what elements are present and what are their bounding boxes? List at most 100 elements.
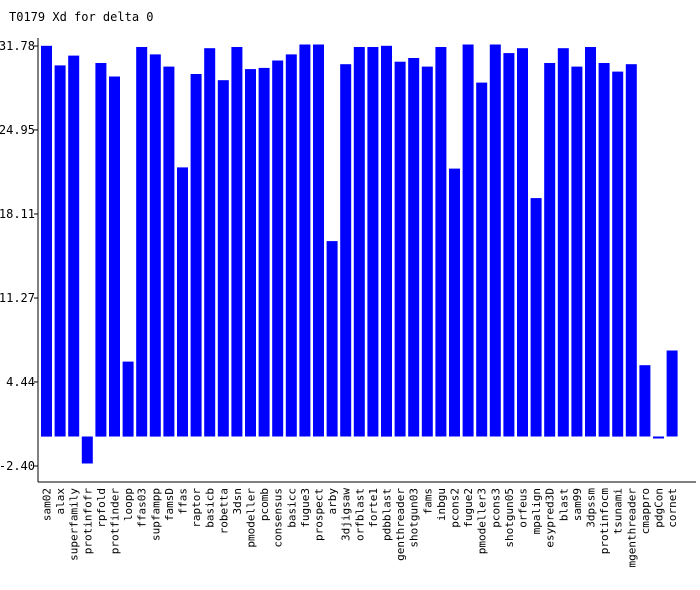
bar	[258, 67, 270, 437]
x-category-label: pdgCon	[653, 488, 666, 528]
y-tick-label: 11.27	[0, 291, 35, 305]
x-category-label: fams	[421, 488, 434, 515]
y-tick-label: -2.40	[0, 459, 35, 473]
y-tick-label: 31.78	[0, 39, 35, 53]
bar	[625, 64, 637, 437]
x-category-label: protinfocm	[598, 488, 611, 555]
x-category-label: ffas03	[136, 488, 149, 528]
x-category-label: blast	[557, 488, 570, 521]
x-category-label: cmappro	[639, 488, 652, 534]
bar	[163, 66, 175, 437]
bar	[530, 198, 542, 437]
bar	[54, 65, 66, 437]
chart-title: T0179 Xd for delta 0	[9, 10, 154, 24]
bar	[149, 54, 161, 437]
bar	[204, 48, 216, 437]
x-category-label: 3dpssm	[585, 488, 598, 528]
x-category-label: mpalign	[530, 488, 543, 534]
x-category-label: pcons2	[449, 488, 462, 528]
bar	[367, 47, 379, 437]
bar	[81, 436, 93, 464]
x-category-label: fugue3	[299, 488, 312, 528]
bar	[217, 80, 229, 437]
x-category-label: tsunami	[612, 488, 625, 534]
y-tick-label: 24.95	[0, 123, 35, 137]
x-category-label: genthreader	[394, 488, 407, 561]
x-category-label: superfamily	[68, 488, 81, 561]
x-category-label: shotgun03	[408, 488, 421, 548]
x-category-label: esypred3D	[544, 488, 557, 548]
x-category-label: 3djigsaw	[340, 488, 353, 541]
x-category-label: sam02	[41, 488, 54, 521]
y-tick-label: 18.11	[0, 207, 35, 221]
bars	[41, 44, 678, 464]
bar	[68, 55, 80, 437]
bar	[190, 74, 202, 437]
x-category-label: pcons3	[489, 488, 502, 528]
x-category-label: famsD	[163, 488, 176, 521]
x-category-label: inbgu	[435, 488, 448, 521]
bar	[585, 47, 596, 437]
bar	[489, 44, 501, 437]
bar	[231, 47, 243, 437]
x-category-label: pmodeller3	[476, 488, 489, 554]
x-category-label: protinfofr	[81, 488, 94, 555]
x-category-label: orfblast	[353, 488, 366, 541]
bar	[476, 82, 488, 437]
x-category-label: arby	[326, 488, 339, 515]
x-category-label: pmodeller	[245, 488, 258, 548]
bar	[299, 44, 311, 437]
x-category-label: supfampp	[149, 488, 162, 541]
x-category-label: basicc	[285, 488, 298, 528]
x-category-label: forte1	[367, 488, 380, 528]
x-category-label: prospect	[313, 488, 326, 541]
x-category-label: orfeus	[517, 488, 530, 528]
bar	[571, 66, 583, 437]
bar	[544, 63, 556, 437]
bar	[340, 64, 352, 437]
x-category-label: basicb	[204, 488, 217, 528]
x-category-label: robetta	[217, 488, 230, 534]
bar	[653, 436, 664, 439]
bar	[177, 167, 188, 437]
bar	[122, 361, 134, 437]
bar	[639, 365, 651, 437]
bar	[285, 54, 297, 437]
bar	[435, 47, 447, 437]
bar	[381, 45, 392, 437]
y-tick-label: 4.44	[6, 375, 35, 389]
x-category-label: shotgun05	[503, 488, 516, 548]
bar	[598, 63, 610, 437]
x-category-label: pdbblast	[381, 488, 394, 541]
bar	[666, 350, 678, 437]
bar	[136, 47, 148, 437]
bar	[41, 45, 52, 437]
bar	[245, 69, 256, 437]
bar	[109, 76, 120, 437]
bar	[408, 58, 420, 437]
x-category-label: ffas	[177, 488, 190, 515]
y-axis-ticks: 31.78 24.95 18.11 11.27 4.44 -2.40	[0, 39, 38, 473]
x-category-label: alax	[54, 488, 67, 515]
bar	[557, 48, 569, 437]
bar	[612, 71, 624, 437]
x-category-label: sam99	[571, 488, 584, 521]
x-category-label: loopp	[122, 488, 135, 521]
x-category-label: protfinder	[109, 488, 122, 555]
bar	[517, 48, 528, 437]
x-category-label: pcomb	[258, 488, 271, 521]
x-category-label: consensus	[272, 488, 285, 548]
bar	[95, 63, 107, 437]
category-labels: sam02 alax superfamily protinfofr rpfold prot…	[41, 488, 680, 568]
bar	[462, 44, 474, 437]
bar	[421, 66, 433, 437]
x-category-label: mgenthreader	[625, 488, 638, 568]
bar	[394, 61, 406, 437]
bar	[449, 168, 460, 437]
x-category-label: 3dsn	[231, 488, 244, 515]
bar	[503, 53, 515, 437]
bar	[313, 44, 324, 437]
x-category-label: rpfold	[95, 488, 108, 528]
bar	[326, 241, 338, 437]
